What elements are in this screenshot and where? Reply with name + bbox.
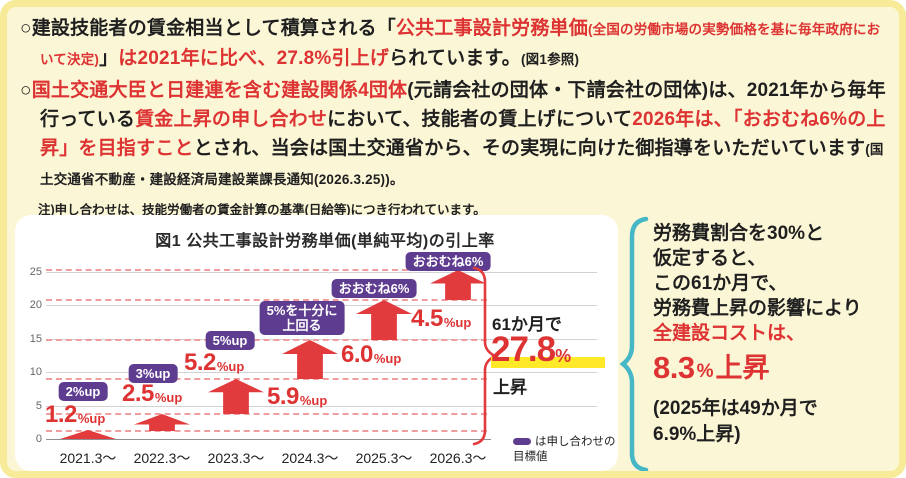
legend: は申し合わせの 目標値 bbox=[513, 435, 616, 465]
legend-label-line1: は申し合わせの bbox=[535, 436, 616, 448]
value-number: 6.0 bbox=[341, 341, 373, 368]
value-unit: %up bbox=[77, 411, 106, 426]
bar-arrow-2025 bbox=[356, 300, 412, 340]
bar-arrow-2024 bbox=[282, 340, 338, 379]
side-big-value: 8.3% 上昇 bbox=[653, 350, 899, 385]
x-axis-label-2026: 2026.3〜 bbox=[429, 450, 487, 466]
side-big-suffix: 上昇 bbox=[715, 353, 770, 383]
target-badge-2023: 5%up bbox=[205, 331, 255, 350]
side-line-1: 労務費割合を30%と bbox=[653, 223, 825, 244]
intro-section: ○建設技能者の賃金相当として積算される「公共工事設計労務単価(全国の労働市場の実… bbox=[20, 14, 888, 218]
target-badge-2021: 2%up bbox=[58, 382, 108, 401]
summary-duration: 61か月で bbox=[492, 315, 562, 334]
value-number: 5.9 bbox=[267, 383, 299, 410]
target-dashed-line-3 bbox=[46, 378, 487, 380]
target-dashed-line-2 bbox=[46, 413, 487, 415]
x-axis-label-2021: 2021.3〜 bbox=[59, 450, 117, 466]
side-line-3: この61か月で、 bbox=[653, 273, 788, 294]
value-label-2023: 5.2 %up bbox=[184, 351, 244, 375]
target-dashed-line-6 bbox=[46, 269, 487, 271]
y-axis-tick: 5 bbox=[35, 400, 42, 412]
x-axis-line bbox=[46, 439, 491, 440]
y-axis-tick: 10 bbox=[29, 366, 42, 378]
target-badge-2025: おおむね6% bbox=[331, 279, 417, 298]
x-axis-label-2022: 2022.3〜 bbox=[133, 450, 191, 466]
y-axis-tick: 20 bbox=[29, 299, 42, 311]
note-text: 注)申し合わせは、技能労働者の賃金計算の基準(日給等)につき行われています。 bbox=[38, 203, 486, 217]
chart-card: 図1 公共工事設計労務単価(単純平均)の引上率 25 20 15 10 5 0 … bbox=[15, 215, 618, 471]
value-number: 1.2 bbox=[45, 401, 77, 428]
x-axis-label-2025: 2025.3〜 bbox=[355, 450, 413, 466]
value-label-2021: 1.2 %up bbox=[45, 403, 105, 427]
target-badge-2022: 3%up bbox=[128, 364, 178, 383]
bar-arrow-2021 bbox=[60, 430, 116, 439]
side-big-percent: % bbox=[696, 361, 714, 382]
legend-swatch bbox=[513, 438, 531, 446]
summary-highlight bbox=[491, 357, 605, 368]
summary-percent: % bbox=[555, 346, 572, 366]
value-number: 5.2 bbox=[184, 349, 216, 376]
target-dashed-line-4 bbox=[46, 339, 487, 341]
side-big-number: 8.3 bbox=[653, 350, 695, 385]
gridline-25 bbox=[46, 272, 597, 273]
side-emphasis: 全建設コストは、 bbox=[653, 323, 806, 344]
cumulative-bracket-icon bbox=[472, 266, 498, 446]
value-label-2026: 4.5 %up bbox=[411, 307, 471, 331]
bar-arrow-2022 bbox=[134, 414, 190, 431]
value-number: 4.5 bbox=[411, 305, 443, 332]
y-axis-tick: 0 bbox=[35, 433, 42, 445]
value-label-2022: 2.5 %up bbox=[122, 382, 182, 406]
value-unit: %up bbox=[373, 351, 402, 366]
x-axis-label-2024: 2024.3〜 bbox=[281, 450, 339, 466]
bar-arrow-2023 bbox=[208, 379, 264, 414]
side-line-4: 労務費上昇の影響により bbox=[653, 298, 862, 319]
bullet-item-1: ○建設技能者の賃金相当として積算される「公共工事設計労務単価(全国の労働市場の実… bbox=[20, 14, 888, 74]
chart-title: 図1 公共工事設計労務単価(単純平均)の引上率 bbox=[155, 233, 495, 250]
value-unit: %up bbox=[299, 393, 328, 408]
y-axis-tick: 15 bbox=[29, 333, 42, 345]
bullet-marker: ○ bbox=[20, 18, 32, 39]
bullet-2-text: 国土交通大臣と日建連を含む建設関係4団体(元請会社の団体・下請会社の団体)は、2… bbox=[31, 80, 886, 187]
summary-value: 27.8% bbox=[491, 332, 571, 367]
target-badge-2024: 5%を十分に 上回る bbox=[259, 301, 345, 335]
value-number: 2.5 bbox=[122, 380, 154, 407]
summary-number: 27.8 bbox=[491, 330, 556, 369]
legend-label-line2: 目標値 bbox=[513, 451, 548, 463]
summary-suffix: 上昇 bbox=[493, 378, 527, 397]
target-dashed-line-1 bbox=[46, 430, 487, 432]
target-badge-2026: おおむね6% bbox=[405, 252, 491, 271]
side-paren-line2: 6.9%上昇) bbox=[653, 424, 741, 445]
value-unit: %up bbox=[443, 315, 472, 330]
side-paren-note: (2025年は49か月で 6.9%上昇) bbox=[653, 396, 899, 448]
value-unit: %up bbox=[154, 390, 183, 405]
curly-brace-icon bbox=[620, 216, 649, 471]
target-dashed-line-5 bbox=[46, 299, 487, 301]
value-label-2025: 6.0 %up bbox=[341, 343, 401, 367]
side-paren-line1: (2025年は49か月で bbox=[653, 398, 818, 419]
gridline-5 bbox=[46, 406, 597, 407]
side-line-2: 仮定すると、 bbox=[653, 248, 767, 269]
x-axis-label-2023: 2023.3〜 bbox=[207, 450, 265, 466]
value-unit: %up bbox=[216, 359, 245, 374]
y-axis-tick: 25 bbox=[29, 266, 42, 278]
value-label-2024: 5.9 %up bbox=[267, 385, 327, 409]
bullet-1-text: 建設技能者の賃金相当として積算される「公共工事設計労務単価(全国の労働市場の実勢… bbox=[31, 18, 881, 69]
side-panel: 労務費割合を30%と 仮定すると、 この61か月で、 労務費上昇の影響により 全… bbox=[653, 221, 899, 448]
bullet-item-2: ○国土交通大臣と日建連を含む建設関係4団体(元請会社の団体・下請会社の団体)は、… bbox=[20, 76, 888, 194]
bullet-marker: ○ bbox=[20, 80, 32, 101]
